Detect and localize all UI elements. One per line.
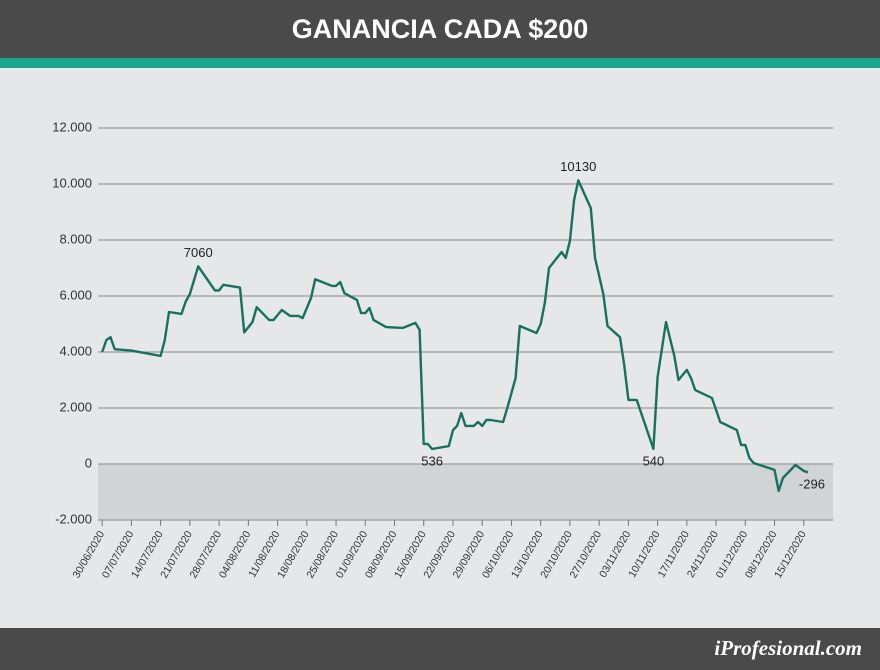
data-label: -296 xyxy=(799,477,825,492)
y-tick-label: 2.000 xyxy=(59,399,92,414)
y-tick-label: 12.000 xyxy=(52,119,92,134)
y-tick-label: 10.000 xyxy=(52,175,92,190)
plot-area: -2.00002.0004.0006.0008.00010.00012.0003… xyxy=(52,119,833,580)
negative-band xyxy=(98,464,833,520)
y-tick-label: 0 xyxy=(85,455,92,470)
header-stripe xyxy=(0,58,880,68)
data-label: 540 xyxy=(643,453,665,468)
data-line xyxy=(101,179,809,493)
y-tick-label: 4.000 xyxy=(59,343,92,358)
data-label: 7060 xyxy=(184,245,213,260)
y-tick-label: 6.000 xyxy=(59,287,92,302)
data-label: 536 xyxy=(421,453,443,468)
y-tick-label: -2.000 xyxy=(55,511,92,526)
chart-title: GANANCIA CADA $200 xyxy=(292,14,589,44)
footer-bar xyxy=(0,628,880,670)
y-tick-label: 8.000 xyxy=(59,231,92,246)
header-bar xyxy=(0,0,880,58)
data-label: 10130 xyxy=(560,159,596,174)
brand-logo: iProfesional.com xyxy=(714,636,862,660)
